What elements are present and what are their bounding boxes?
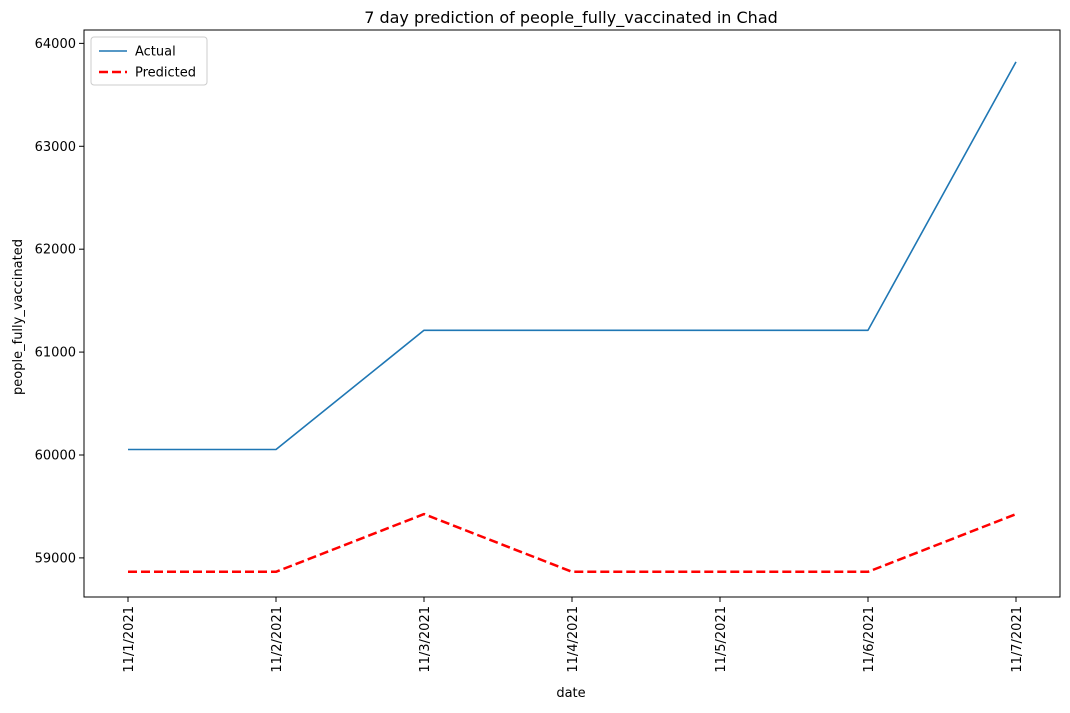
x-tick-label: 11/1/2021 xyxy=(122,606,137,673)
x-tick-label: 11/3/2021 xyxy=(418,606,433,673)
series-layer xyxy=(128,61,1017,574)
y-tick-label: 59000 xyxy=(35,551,76,566)
y-tick-label: 61000 xyxy=(35,346,76,361)
chart-title: 7 day prediction of people_fully_vaccina… xyxy=(364,8,778,28)
y-tick-label: 64000 xyxy=(35,37,76,52)
y-tick-label: 60000 xyxy=(35,448,76,463)
x-tick-label: 11/6/2021 xyxy=(862,606,877,673)
y-tick-label: 63000 xyxy=(35,140,76,155)
plot-frame xyxy=(83,29,1061,598)
x-tick-label: 11/4/2021 xyxy=(566,606,581,673)
y-ticks: 59000 60000 61000 62000 63000 64000 xyxy=(35,37,84,566)
x-tick-label: 11/7/2021 xyxy=(1010,606,1025,673)
legend: Actual Predicted xyxy=(90,36,208,86)
legend-label: Actual xyxy=(135,45,176,60)
x-ticks: 11/1/2021 11/2/2021 11/3/2021 11/4/2021 11/5… xyxy=(122,597,1025,673)
y-tick-label: 62000 xyxy=(35,243,76,258)
series-line-predicted xyxy=(128,512,1017,574)
legend-label: Predicted xyxy=(135,66,196,81)
y-axis-label-group: people_fully_vaccinated xyxy=(11,239,26,395)
x-tick-label: 11/5/2021 xyxy=(714,606,729,673)
x-tick-label: 11/2/2021 xyxy=(270,606,285,673)
series-line-actual xyxy=(128,61,1017,451)
y-axis-label: people_fully_vaccinated xyxy=(11,239,26,395)
x-axis-label: date xyxy=(556,686,585,701)
